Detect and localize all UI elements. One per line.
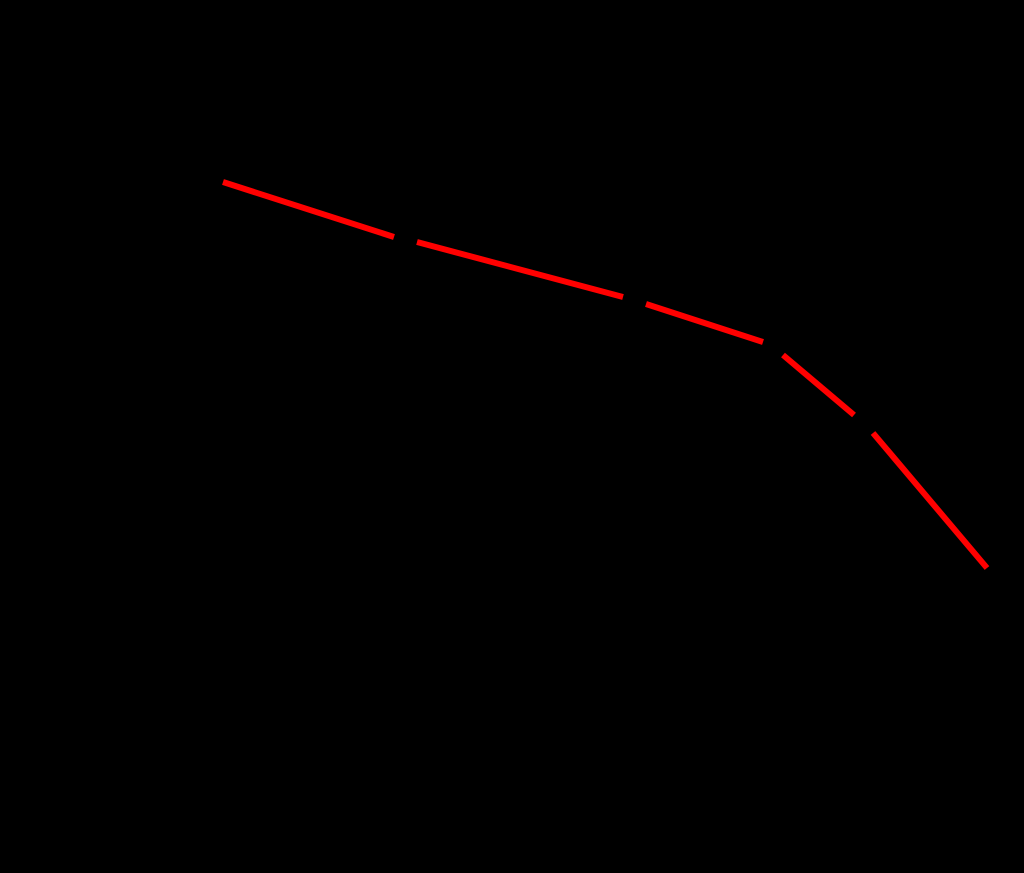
- line-dash-segment: [222, 179, 395, 240]
- line-dash-segment: [645, 301, 764, 345]
- line-dash-segment: [870, 431, 990, 570]
- line-dash-segment: [781, 352, 856, 418]
- dashed-line-series: [222, 179, 990, 570]
- line-dash-segment: [416, 239, 624, 300]
